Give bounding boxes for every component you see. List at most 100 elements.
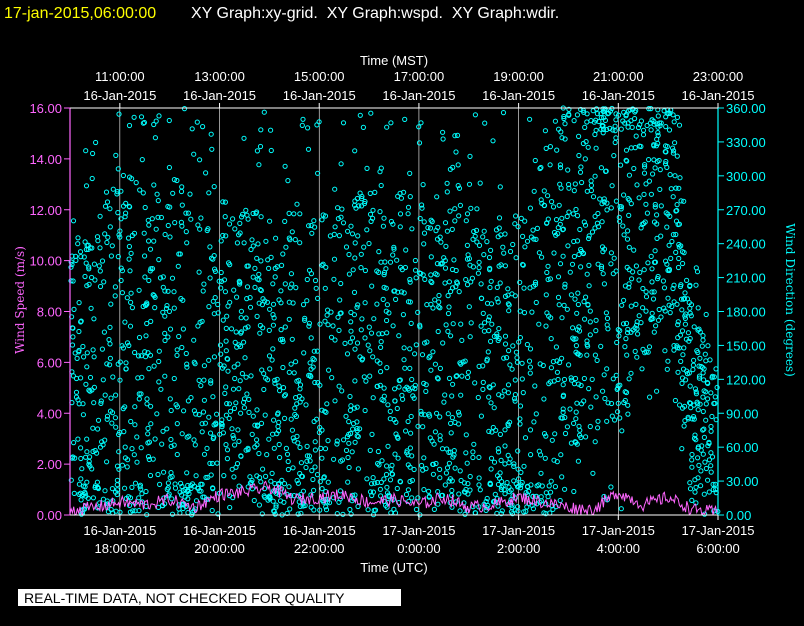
wdir-point bbox=[562, 121, 568, 127]
wdir-point bbox=[504, 355, 510, 361]
wdir-point bbox=[384, 124, 390, 130]
wdir-point bbox=[266, 353, 273, 359]
wdir-point bbox=[520, 261, 526, 268]
wdir-point bbox=[663, 210, 669, 216]
wdir-point bbox=[126, 342, 132, 349]
wdir-point bbox=[564, 213, 570, 220]
wdir-point bbox=[128, 418, 134, 425]
wdir-point bbox=[166, 308, 172, 314]
wdir-point bbox=[85, 495, 91, 501]
wdir-point bbox=[201, 377, 207, 383]
wdir-point bbox=[234, 240, 240, 246]
y-right-tick-label: 150.00 bbox=[726, 338, 766, 353]
wdir-point bbox=[366, 324, 372, 330]
wdir-point bbox=[616, 214, 622, 220]
wdir-point bbox=[681, 423, 687, 429]
wdir-point bbox=[208, 380, 214, 386]
wdir-point bbox=[224, 401, 230, 407]
wdir-point bbox=[292, 237, 298, 243]
wdir-point bbox=[678, 358, 684, 364]
wdir-point bbox=[296, 393, 302, 399]
wdir-point bbox=[375, 460, 381, 467]
wdir-point bbox=[362, 335, 368, 341]
x-bottom-tick-date: 17-Jan-2015 bbox=[482, 523, 555, 538]
wdir-point bbox=[666, 127, 673, 133]
wdir-point bbox=[104, 199, 111, 205]
wdir-point bbox=[354, 428, 360, 434]
wdir-point bbox=[637, 122, 643, 128]
wdir-point bbox=[392, 398, 398, 404]
wdir-point bbox=[278, 337, 284, 343]
wdir-point bbox=[73, 389, 80, 395]
wdir-point bbox=[592, 439, 598, 445]
wdir-point bbox=[235, 427, 241, 433]
wdir-point bbox=[708, 390, 714, 396]
wdir-point bbox=[714, 384, 720, 391]
wdir-point bbox=[377, 382, 383, 388]
wdir-point bbox=[305, 125, 311, 131]
wdir-point bbox=[88, 305, 94, 311]
wdir-point bbox=[245, 263, 251, 269]
wdir-point bbox=[114, 189, 121, 195]
wdir-point bbox=[286, 299, 292, 305]
wdir-point bbox=[481, 228, 487, 234]
wdir-point bbox=[125, 235, 132, 241]
wdir-point bbox=[80, 343, 86, 350]
wdir-point bbox=[152, 436, 158, 442]
wdir-point bbox=[527, 116, 533, 122]
wdir-point bbox=[417, 322, 423, 328]
wdir-point bbox=[444, 189, 450, 195]
wdir-point bbox=[450, 454, 456, 460]
wdir-point bbox=[691, 324, 697, 330]
wdir-point bbox=[117, 234, 123, 240]
wdir-point bbox=[468, 279, 474, 285]
wdir-point bbox=[623, 320, 630, 326]
wdir-point bbox=[703, 465, 710, 472]
wdir-point bbox=[275, 410, 281, 416]
wdir-point bbox=[258, 479, 264, 485]
wdir-point bbox=[642, 164, 648, 170]
wdir-point bbox=[654, 221, 660, 227]
wdir-point bbox=[601, 372, 607, 378]
wdir-point bbox=[381, 215, 387, 221]
wdir-point bbox=[648, 191, 655, 197]
wdir-point bbox=[384, 317, 390, 324]
wdir-point bbox=[393, 431, 399, 437]
wdir-point bbox=[254, 209, 260, 215]
wdir-point bbox=[509, 291, 515, 297]
wdir-point bbox=[505, 452, 511, 458]
wdir-point bbox=[381, 385, 387, 391]
wdir-point bbox=[157, 275, 164, 281]
wdir-point bbox=[543, 292, 549, 298]
wdir-point bbox=[164, 426, 170, 432]
wdir-point bbox=[351, 405, 358, 411]
wdir-point bbox=[236, 483, 242, 489]
wdir-point bbox=[537, 361, 543, 367]
wdir-point bbox=[407, 276, 413, 283]
wdir-point bbox=[162, 373, 168, 379]
wdir-point bbox=[416, 140, 423, 146]
wdir-point bbox=[98, 400, 104, 406]
wdir-point bbox=[594, 357, 600, 363]
wdir-point bbox=[100, 496, 107, 502]
wdir-point bbox=[384, 330, 390, 336]
wdir-point bbox=[123, 210, 129, 216]
wdir-point bbox=[480, 379, 486, 385]
wdir-point bbox=[347, 339, 353, 345]
wdir-point bbox=[463, 432, 469, 438]
wdir-point bbox=[689, 497, 695, 503]
wdir-point bbox=[467, 487, 473, 493]
wdir-point bbox=[427, 413, 433, 419]
wdir-point bbox=[336, 383, 342, 389]
y-left-axis-title: Wind Speed (m/s) bbox=[13, 246, 27, 354]
wdir-point bbox=[502, 333, 509, 339]
wdir-point bbox=[496, 392, 502, 398]
wdir-point bbox=[170, 190, 176, 196]
wdir-point bbox=[643, 308, 649, 314]
wdir-point bbox=[646, 106, 652, 112]
wdir-point bbox=[207, 460, 213, 466]
wdir-point bbox=[604, 126, 610, 133]
wdir-point bbox=[259, 511, 265, 517]
wdir-point bbox=[355, 434, 361, 440]
